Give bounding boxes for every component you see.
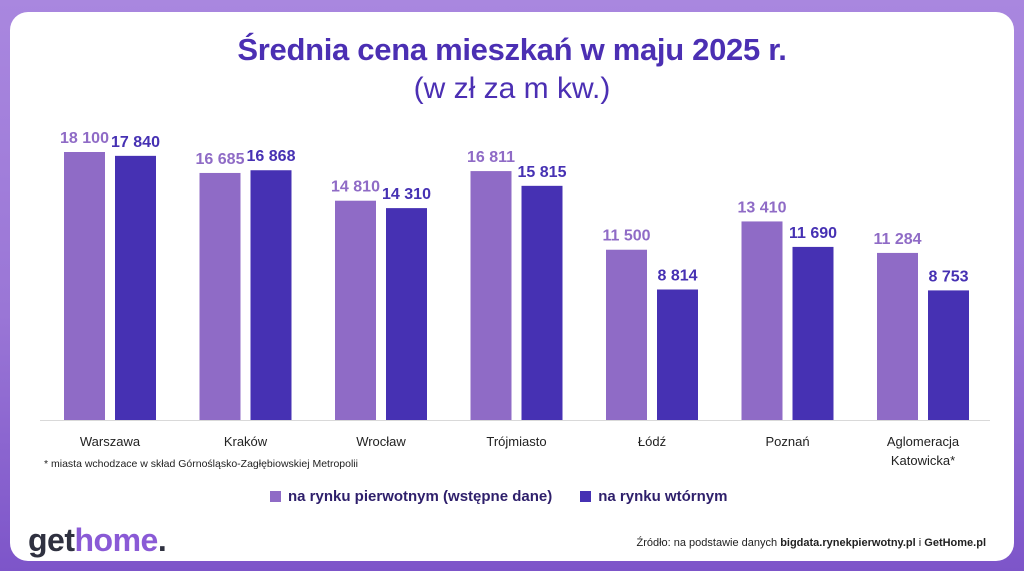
legend-item-secondary: na rynku wtórnym xyxy=(580,488,727,505)
source-site-2: GetHome.pl xyxy=(924,537,986,549)
category-label-3: Trójmiasto xyxy=(486,434,546,449)
bar-secondary-1 xyxy=(250,170,292,420)
bar-primary-0 xyxy=(64,152,105,420)
bar-secondary-5 xyxy=(792,246,834,420)
category-label-0: Warszawa xyxy=(80,434,141,449)
category-label-5: Poznań xyxy=(765,434,809,449)
bar-secondary-6 xyxy=(928,290,969,420)
category-label-4: Łódź xyxy=(638,434,666,449)
data-label-secondary-3: 15 815 xyxy=(518,164,567,181)
gethome-logo: gethome. xyxy=(28,522,167,558)
logo-get: get xyxy=(28,522,75,558)
bar-primary-3 xyxy=(470,171,512,420)
bar-secondary-4 xyxy=(657,289,698,420)
legend-swatch-secondary xyxy=(580,491,592,502)
footnote: * miasta wchodzace w skład Górnośląsko-Z… xyxy=(44,458,358,470)
data-label-primary-1: 16 685 xyxy=(196,151,245,168)
bar-primary-2 xyxy=(335,200,376,420)
source-prefix: Źródło: na podstawie danych xyxy=(636,537,778,549)
chart-subtitle: (w zł za m kw.) xyxy=(413,72,611,105)
bar-primary-1 xyxy=(199,172,241,420)
bar-chart: 18 100 17 840 Warszawa 16 685 16 868 Kraków 14… xyxy=(40,130,990,468)
data-label-secondary-1: 16 868 xyxy=(247,148,296,165)
legend: na rynku pierwotnym (wstępne dane) na ry… xyxy=(270,488,755,505)
source-joiner: i xyxy=(918,537,922,549)
chart-card: Średnia cena mieszkań w maju 2025 r. (w … xyxy=(10,12,1014,561)
data-label-primary-5: 13 410 xyxy=(738,199,787,216)
category-label-6-line-0: Aglomeracja xyxy=(887,434,960,449)
bar-secondary-0 xyxy=(115,155,156,420)
chart-title: Średnia cena mieszkań w maju 2025 r. xyxy=(237,32,787,67)
source-note: Źródło: na podstawie danych bigdata.ryne… xyxy=(636,537,986,549)
data-label-secondary-6: 8 753 xyxy=(928,268,968,285)
logo-dot: . xyxy=(157,522,167,558)
data-label-secondary-2: 14 310 xyxy=(382,186,431,203)
data-label-primary-6: 11 284 xyxy=(873,231,921,248)
data-label-primary-2: 14 810 xyxy=(331,179,380,196)
bar-primary-5 xyxy=(741,221,783,420)
category-label-6-line-1: Katowicka* xyxy=(891,453,955,468)
data-label-primary-3: 16 811 xyxy=(467,149,515,166)
data-label-secondary-0: 17 840 xyxy=(111,134,160,151)
data-label-secondary-4: 8 814 xyxy=(657,267,697,284)
category-label-1: Kraków xyxy=(224,434,268,449)
source-site-1: bigdata.rynekpierwotny.pl xyxy=(780,537,916,549)
data-label-primary-4: 11 500 xyxy=(602,228,650,245)
bar-primary-6 xyxy=(877,252,918,420)
logo-home: home xyxy=(74,522,159,558)
legend-swatch-primary xyxy=(270,491,281,502)
data-label-secondary-5: 11 690 xyxy=(789,225,837,242)
legend-label-primary: na rynku pierwotnym (wstępne dane) xyxy=(288,488,553,505)
data-label-primary-0: 18 100 xyxy=(60,130,109,147)
category-label-2: Wrocław xyxy=(356,434,406,449)
bar-primary-4 xyxy=(606,249,647,420)
legend-label-secondary: na rynku wtórnym xyxy=(598,488,728,505)
bar-secondary-3 xyxy=(521,185,563,420)
bar-secondary-2 xyxy=(386,208,427,420)
legend-item-primary: na rynku pierwotnym (wstępne dane) xyxy=(270,488,552,505)
